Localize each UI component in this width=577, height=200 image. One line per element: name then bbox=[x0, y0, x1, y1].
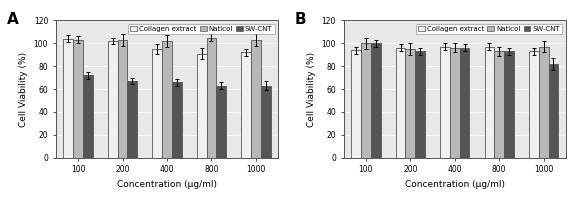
Bar bbox=[128, 81, 137, 158]
Bar bbox=[216, 86, 226, 158]
Bar bbox=[415, 51, 425, 158]
Y-axis label: Cell Viability (%): Cell Viability (%) bbox=[19, 51, 28, 127]
Bar bbox=[172, 82, 182, 158]
Bar bbox=[351, 50, 361, 158]
X-axis label: Concentration (μg/ml): Concentration (μg/ml) bbox=[404, 180, 505, 189]
Bar bbox=[549, 64, 559, 158]
Bar bbox=[504, 51, 514, 158]
Text: A: A bbox=[7, 12, 18, 27]
X-axis label: Concentration (μg/ml): Concentration (μg/ml) bbox=[117, 180, 217, 189]
Bar bbox=[73, 40, 83, 158]
Bar bbox=[485, 47, 494, 158]
Bar bbox=[108, 41, 118, 158]
Bar bbox=[460, 48, 470, 158]
Legend: Collagen extract, Naticol, SW-CNT: Collagen extract, Naticol, SW-CNT bbox=[128, 24, 275, 34]
Bar bbox=[261, 86, 271, 158]
Bar bbox=[440, 47, 450, 158]
Bar bbox=[83, 75, 93, 158]
Bar bbox=[162, 41, 172, 158]
Bar bbox=[241, 52, 251, 158]
Bar bbox=[152, 49, 162, 158]
Bar bbox=[361, 43, 371, 158]
Bar bbox=[118, 40, 128, 158]
Bar bbox=[396, 48, 406, 158]
Bar bbox=[197, 54, 207, 158]
Bar bbox=[251, 40, 261, 158]
Bar bbox=[371, 43, 380, 158]
Bar bbox=[63, 39, 73, 158]
Text: B: B bbox=[295, 12, 306, 27]
Y-axis label: Cell Viability (%): Cell Viability (%) bbox=[307, 51, 316, 127]
Bar bbox=[207, 38, 216, 158]
Bar bbox=[406, 49, 415, 158]
Bar bbox=[529, 51, 539, 158]
Bar bbox=[494, 51, 504, 158]
Legend: Collagen extract, Naticol, SW-CNT: Collagen extract, Naticol, SW-CNT bbox=[416, 24, 563, 34]
Bar bbox=[539, 47, 549, 158]
Bar bbox=[450, 48, 460, 158]
